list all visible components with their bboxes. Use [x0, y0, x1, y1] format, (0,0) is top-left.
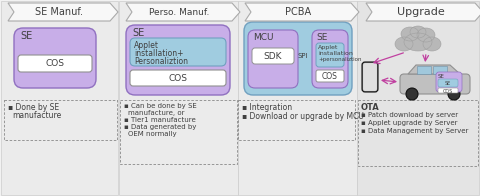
FancyBboxPatch shape [363, 63, 377, 91]
Text: SE: SE [445, 81, 451, 85]
FancyBboxPatch shape [126, 25, 230, 95]
Text: ▪ Done by SE: ▪ Done by SE [8, 103, 59, 112]
Text: SE Manuf.: SE Manuf. [35, 7, 83, 17]
Text: Applet: Applet [318, 45, 338, 50]
FancyBboxPatch shape [316, 70, 344, 82]
Text: manufacture, or: manufacture, or [128, 110, 184, 116]
Text: COS: COS [322, 72, 338, 81]
Text: manufacture: manufacture [12, 111, 61, 120]
Bar [358, 100, 478, 166]
Bar [238, 100, 355, 140]
Text: ▪ Download or upgrade by MCU: ▪ Download or upgrade by MCU [242, 112, 364, 121]
Text: SE: SE [438, 74, 445, 79]
Text: SE: SE [20, 31, 32, 41]
Text: Applet: Applet [134, 41, 159, 50]
Text: ▪ Data Management by Server: ▪ Data Management by Server [361, 128, 468, 134]
Text: OTA: OTA [361, 103, 380, 112]
Text: SDK: SDK [264, 52, 282, 61]
FancyBboxPatch shape [400, 74, 470, 94]
Text: Perso. Manuf.: Perso. Manuf. [149, 7, 209, 16]
Bar [357, 1, 479, 195]
FancyBboxPatch shape [316, 43, 344, 67]
Ellipse shape [410, 26, 426, 38]
FancyBboxPatch shape [312, 30, 348, 88]
Bar [1, 1, 118, 195]
Bar [120, 100, 237, 164]
FancyBboxPatch shape [438, 88, 458, 93]
Text: ▪ Tier1 manufacture: ▪ Tier1 manufacture [124, 117, 196, 123]
FancyBboxPatch shape [130, 38, 226, 66]
Bar [119, 1, 238, 195]
Polygon shape [126, 3, 240, 21]
FancyBboxPatch shape [14, 28, 96, 88]
FancyBboxPatch shape [18, 55, 92, 72]
FancyBboxPatch shape [438, 79, 458, 87]
Text: ▪ Data generated by: ▪ Data generated by [124, 124, 196, 130]
Text: SPI: SPI [298, 53, 308, 59]
Ellipse shape [417, 28, 435, 42]
Text: installation+: installation+ [134, 49, 183, 58]
FancyBboxPatch shape [252, 48, 294, 64]
Text: Personaliztion: Personaliztion [134, 57, 188, 66]
Text: OEM normally: OEM normally [128, 131, 177, 137]
FancyBboxPatch shape [130, 70, 226, 86]
Polygon shape [366, 3, 480, 21]
Text: ▪ Patch download by server: ▪ Patch download by server [361, 112, 458, 118]
FancyBboxPatch shape [436, 72, 462, 92]
Text: installation: installation [318, 51, 353, 56]
Text: ▪ Applet upgrade by Server: ▪ Applet upgrade by Server [361, 120, 457, 126]
Text: COS: COS [443, 89, 453, 93]
Text: MCU: MCU [253, 33, 274, 42]
FancyBboxPatch shape [362, 62, 378, 92]
Circle shape [448, 88, 460, 100]
Text: COS: COS [168, 74, 188, 83]
Ellipse shape [395, 37, 413, 51]
FancyBboxPatch shape [244, 22, 352, 95]
Bar [417, 66, 431, 74]
Text: SE: SE [132, 28, 144, 38]
Text: Upgrade: Upgrade [396, 7, 444, 17]
Ellipse shape [401, 27, 419, 41]
Polygon shape [245, 3, 359, 21]
Text: +personaliztion: +personaliztion [318, 57, 361, 62]
Bar [4, 100, 117, 140]
Ellipse shape [423, 37, 441, 51]
Bar [238, 1, 357, 195]
Text: PCBA: PCBA [285, 7, 311, 17]
Polygon shape [408, 65, 460, 74]
Text: ▪ Integration: ▪ Integration [242, 103, 292, 112]
Circle shape [406, 88, 418, 100]
Text: SE: SE [316, 33, 327, 42]
Polygon shape [8, 3, 118, 21]
Text: ▪ Can be done by SE: ▪ Can be done by SE [124, 103, 197, 109]
FancyBboxPatch shape [248, 30, 298, 88]
Bar [433, 66, 447, 74]
Text: COS: COS [46, 58, 64, 67]
Ellipse shape [404, 33, 432, 51]
